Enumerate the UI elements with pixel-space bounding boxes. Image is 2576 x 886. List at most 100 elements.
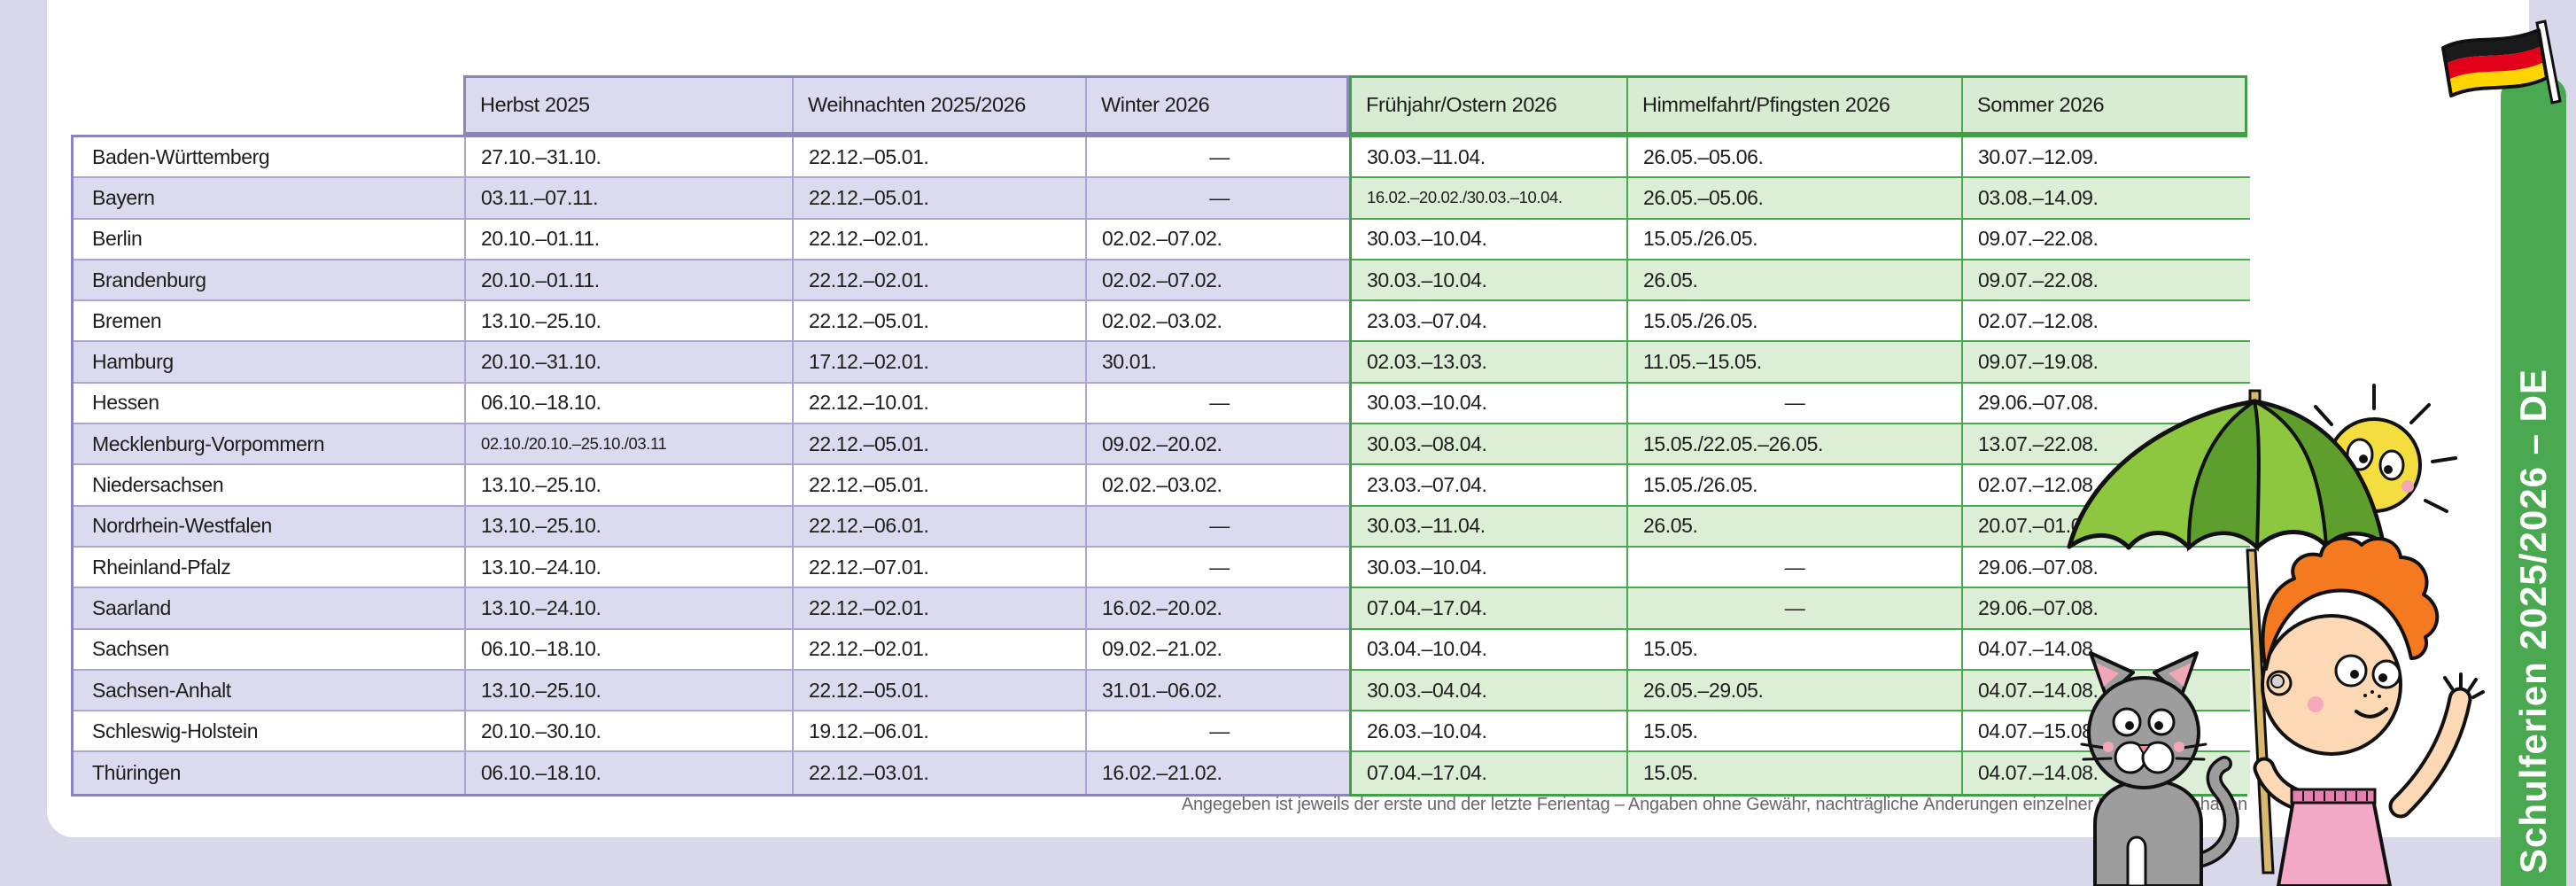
- table-header-left: Herbst 2025 Weihnachten 2025/2026 Winter…: [463, 75, 1349, 135]
- holiday-date-cell: 13.10.–24.10.: [466, 588, 794, 630]
- holiday-date-cell: 20.10.–31.10.: [466, 342, 794, 384]
- umbrella-icon: [2067, 389, 2386, 874]
- holiday-date-cell: 09.07.–22.08.: [1963, 219, 2250, 260]
- holiday-date-cell: 22.12.–10.01.: [794, 383, 1087, 425]
- state-name: Berlin: [74, 219, 466, 260]
- column-header-sommer: Sommer 2026: [1977, 93, 2105, 116]
- holiday-date-cell: 15.05./26.05.: [1628, 219, 1963, 260]
- holiday-date-cell: 22.12.–02.01.: [794, 260, 1087, 302]
- holiday-date-cell: 09.07.–22.08.: [1963, 260, 2250, 302]
- holiday-date-cell: 22.12.–05.01.: [794, 424, 1087, 466]
- holiday-date-cell: 13.10.–25.10.: [466, 670, 794, 712]
- holiday-date-cell: 20.10.–01.11.: [466, 260, 794, 302]
- holiday-date-cell: 15.05./22.05.–26.05.: [1628, 424, 1963, 466]
- holiday-date-cell: 13.10.–25.10.: [466, 301, 794, 343]
- state-name: Schleswig-Holstein: [74, 711, 466, 753]
- holiday-date-cell: 26.05.–05.06.: [1628, 137, 1963, 179]
- holiday-date-cell: 07.04.–17.04.: [1352, 588, 1628, 630]
- holiday-date-cell: 30.03.–10.04.: [1352, 219, 1628, 260]
- state-name: Hamburg: [74, 342, 466, 384]
- summer-illustration: [2067, 384, 2485, 886]
- holiday-date-cell: —: [1087, 178, 1352, 220]
- holiday-date-cell: 03.04.–10.04.: [1352, 629, 1628, 671]
- holiday-date-cell: 30.03.–11.04.: [1352, 506, 1628, 548]
- column-header-weihnachten: Weihnachten 2025/2026: [794, 78, 1087, 132]
- holiday-date-cell: 30.03.–04.04.: [1352, 670, 1628, 712]
- state-name: Sachsen: [74, 629, 466, 671]
- holiday-date-cell: 23.03.–07.04.: [1352, 301, 1628, 343]
- holiday-date-cell: —: [1087, 383, 1352, 425]
- holiday-date-cell: 16.02.–21.02.: [1087, 752, 1352, 794]
- holiday-date-cell: 16.02.–20.02.: [1087, 588, 1352, 630]
- holiday-date-cell: 22.12.–07.01.: [794, 547, 1087, 589]
- holiday-date-cell: 23.03.–07.04.: [1352, 465, 1628, 507]
- table-body-left: Baden-Württemberg 27.10.–31.10. 22.12.–05.…: [71, 135, 1352, 797]
- holiday-date-cell: 03.11.–07.11.: [466, 178, 794, 220]
- holiday-date-cell: 02.10./20.10.–25.10./03.11: [466, 424, 794, 466]
- state-name: Niedersachsen: [74, 465, 466, 507]
- holiday-date-cell: 15.05.: [1628, 752, 1963, 794]
- holiday-date-cell: —: [1628, 383, 1963, 425]
- holiday-date-cell: 13.10.–25.10.: [466, 506, 794, 548]
- holiday-date-cell: 02.02.–07.02.: [1087, 219, 1352, 260]
- holiday-date-cell: 22.12.–05.01.: [794, 301, 1087, 343]
- holiday-date-cell: 22.12.–05.01.: [794, 465, 1087, 507]
- sidebar-tab: Schulferien 2025/2026 – DE: [2501, 78, 2566, 886]
- holiday-date-cell: 02.02.–07.02.: [1087, 260, 1352, 302]
- column-header-winter: Winter 2026: [1101, 93, 1210, 116]
- holiday-date-cell: 29.06.–07.08.: [1963, 547, 2250, 589]
- holiday-date-cell: —: [1087, 547, 1352, 589]
- holiday-date-cell: —: [1628, 588, 1963, 630]
- holiday-date-cell: —: [1087, 506, 1352, 548]
- state-name: Bremen: [74, 301, 466, 343]
- holiday-date-cell: 29.06.–07.08.: [1963, 383, 2250, 425]
- holiday-date-cell: 22.12.–06.01.: [794, 506, 1087, 548]
- holiday-date-cell: 15.05.: [1628, 629, 1963, 671]
- holiday-date-cell: 02.02.–03.02.: [1087, 301, 1352, 343]
- holiday-date-cell: 29.06.–07.08.: [1963, 588, 2250, 630]
- holiday-date-cell: 15.05./26.05.: [1628, 301, 1963, 343]
- holiday-date-cell: 30.03.–08.04.: [1352, 424, 1628, 466]
- german-flag-icon: [2441, 19, 2562, 105]
- holiday-date-cell: 27.10.–31.10.: [466, 137, 794, 179]
- holiday-date-cell: 13.10.–24.10.: [466, 547, 794, 589]
- holiday-date-cell: 19.12.–06.01.: [794, 711, 1087, 753]
- state-name: Baden-Württemberg: [74, 137, 466, 179]
- holiday-date-cell: 20.10.–01.11.: [466, 219, 794, 260]
- holiday-date-cell: 16.02.–20.02./30.03.–10.04.: [1352, 178, 1628, 220]
- sidebar-tab-label: Schulferien 2025/2026 – DE: [2512, 369, 2554, 874]
- holiday-date-cell: 09.02.–20.02.: [1087, 424, 1352, 466]
- holiday-date-cell: 15.05.: [1628, 711, 1963, 753]
- holiday-date-cell: 22.12.–05.01.: [794, 137, 1087, 179]
- holiday-date-cell: 06.10.–18.10.: [466, 383, 794, 425]
- holiday-date-cell: 26.05.–29.05.: [1628, 670, 1963, 712]
- holiday-date-cell: 26.03.–10.04.: [1352, 711, 1628, 753]
- holiday-date-cell: 22.12.–05.01.: [794, 178, 1087, 220]
- state-name: Sachsen-Anhalt: [74, 670, 466, 712]
- holiday-date-cell: 22.12.–03.01.: [794, 752, 1087, 794]
- holiday-date-cell: 31.01.–06.02.: [1087, 670, 1352, 712]
- state-name: Saarland: [74, 588, 466, 630]
- state-name: Nordrhein-Westfalen: [74, 506, 466, 548]
- holiday-date-cell: 11.05.–15.05.: [1628, 342, 1963, 384]
- girl-icon: [2253, 536, 2485, 886]
- state-name: Rheinland-Pfalz: [74, 547, 466, 589]
- holiday-date-cell: 02.03.–13.03.: [1352, 342, 1628, 384]
- holiday-date-cell: 03.08.–14.09.: [1963, 178, 2250, 220]
- holiday-date-cell: 06.10.–18.10.: [466, 629, 794, 671]
- holiday-date-cell: 09.07.–19.08.: [1963, 342, 2250, 384]
- column-header-himmelfahrt: Himmelfahrt/Pfingsten 2026: [1628, 78, 1963, 132]
- holiday-date-cell: 30.03.–10.04.: [1352, 260, 1628, 302]
- holiday-date-cell: —: [1087, 137, 1352, 179]
- holiday-date-cell: 26.05.–05.06.: [1628, 178, 1963, 220]
- state-name: Bayern: [74, 178, 466, 220]
- holiday-date-cell: 09.02.–21.02.: [1087, 629, 1352, 671]
- holiday-date-cell: 30.03.–10.04.: [1352, 547, 1628, 589]
- holiday-date-cell: 26.05.: [1628, 506, 1963, 548]
- state-name: Thüringen: [74, 752, 466, 794]
- state-name: Mecklenburg-Vorpommern: [74, 424, 466, 466]
- holiday-date-cell: 02.02.–03.02.: [1087, 465, 1352, 507]
- holiday-date-cell: 22.12.–02.01.: [794, 219, 1087, 260]
- holiday-date-cell: 30.03.–10.04.: [1352, 383, 1628, 425]
- holiday-date-cell: 02.07.–12.08.: [1963, 301, 2250, 343]
